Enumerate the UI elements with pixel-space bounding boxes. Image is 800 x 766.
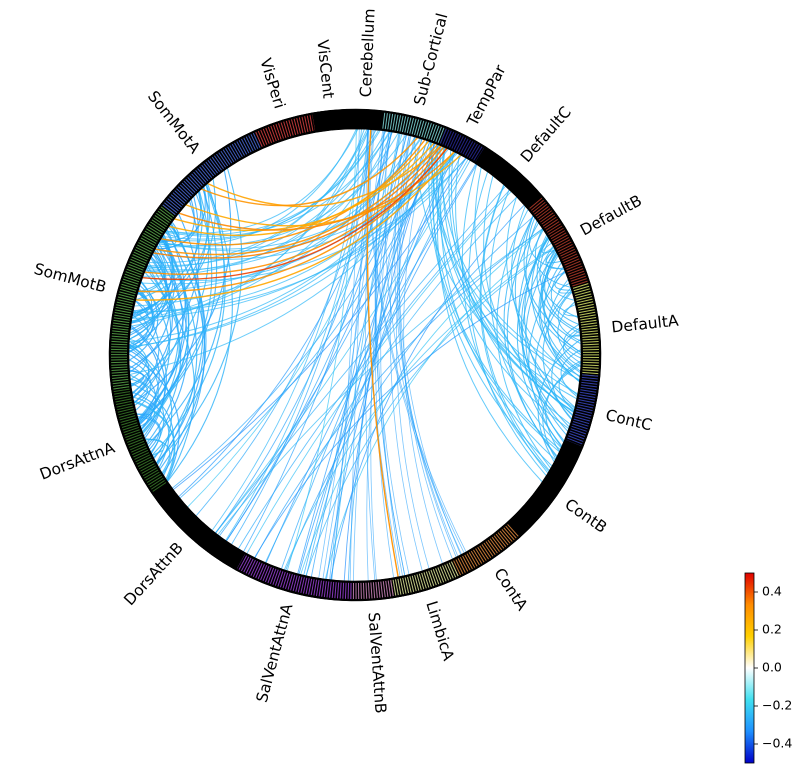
label-cerebellum: Cerebellum [357, 8, 379, 98]
sector-contc [564, 374, 601, 448]
label-dorsattnb: DorsAttnB [120, 539, 187, 609]
sector-sommotb [108, 203, 178, 390]
label-temppar: TempPar [463, 62, 510, 130]
colorbar-tick-label: −0.2 [762, 698, 792, 713]
colorbar: 0.4 0.2 0.0 −0.2 −0.4 [744, 572, 792, 764]
label-limbica: LimbicA [422, 599, 457, 663]
label-defaultc: DefaultC [517, 103, 575, 166]
sector-cerebellum [346, 108, 386, 131]
sector-salventattna [235, 552, 352, 602]
sector-contb [505, 439, 584, 539]
label-dorsattna: DorsAttnA [37, 438, 117, 483]
sector-viscent [311, 108, 348, 133]
label-defaultb: DefaultB [577, 191, 645, 239]
sector-salventattnb [350, 577, 394, 602]
colorbar-tick-label: 0.0 [762, 660, 782, 675]
sector-sub-cortical [382, 110, 448, 146]
label-salventattna: SalVentAttnA [253, 601, 297, 704]
sector-visperi [254, 112, 317, 149]
label-contc: ContC [604, 406, 654, 434]
label-sommota: SomMotA [144, 88, 204, 158]
colorbar-tick-label: −0.4 [762, 736, 792, 751]
colorbar-gradient [744, 572, 755, 764]
label-defaulta: DefaultA [611, 312, 680, 337]
sector-conta [450, 522, 520, 579]
label-viscent: VisCent [313, 39, 337, 99]
colorbar-tick-label: 0.2 [762, 622, 782, 637]
connection-chords [128, 128, 582, 582]
label-salventattnb: SalVentAttnB [365, 612, 390, 714]
network-ring [108, 108, 602, 602]
label-sub-cortical: Sub-Cortical [410, 11, 451, 107]
sector-defaulta [570, 282, 602, 377]
label-contb: ContB [561, 495, 610, 537]
label-conta: ContA [490, 565, 531, 614]
label-visperi: VisPeri [256, 56, 288, 111]
sector-defaultb [527, 196, 591, 290]
colorbar-tick-label: 0.4 [762, 584, 782, 599]
label-sommotb: SomMotB [32, 260, 108, 297]
